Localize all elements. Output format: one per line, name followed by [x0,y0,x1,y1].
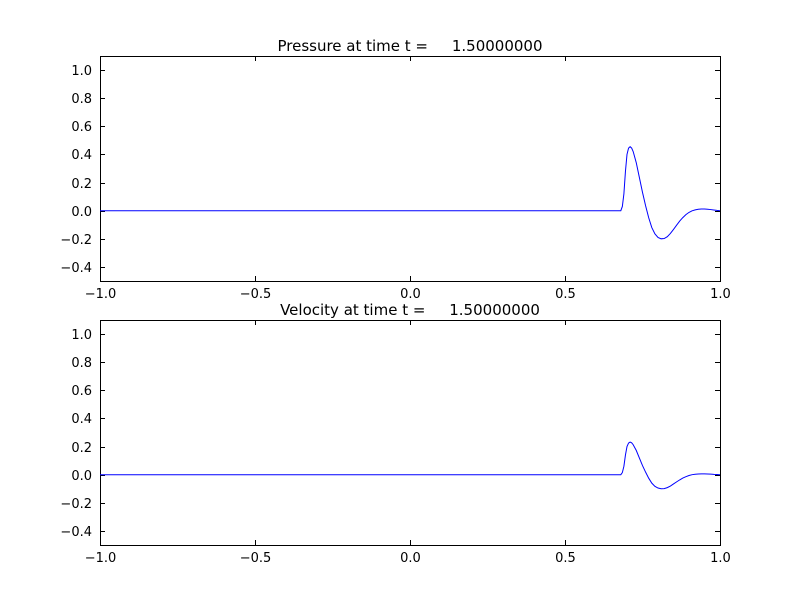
y-tick-label: 0.0 [71,205,92,220]
y-tick-label: 1.0 [71,328,92,343]
y-tick-label: 0.0 [71,469,92,484]
x-tick-label: 0.5 [555,287,576,300]
y-tick-label: 0.8 [71,356,92,371]
x-tick-label: −0.5 [240,551,272,566]
velocity-chart: −1.0 −0.5 0.0 0.5 1.0 −0.4 −0.2 0.0 0.2 0.4 0.6 0.8… [60,320,731,566]
pressure-chart: −1.0 −0.5 0.0 0.5 1.0 −0.4 −0.2 0.0 0.2 0.4 0.6 0.8… [60,56,731,300]
x-tick-label: 1.0 [710,287,731,300]
y-tick-label: 0.2 [71,177,92,192]
axes-frame [100,56,721,282]
y-tick-label: 0.4 [71,148,92,163]
pressure-line [100,146,721,240]
y-tick-label: 0.8 [71,92,92,107]
x-tick-label: −0.5 [240,287,272,300]
x-tick-label: 0.5 [555,551,576,566]
pressure-chart-title: Pressure at time t = 1.50000000 [277,37,543,55]
y-tick-label: −0.2 [60,233,92,248]
y-tick-label: 0.4 [71,412,92,427]
y-tick-label: 0.6 [71,120,92,135]
x-tick-label: 0.0 [400,287,421,300]
x-tick-label: 1.0 [710,551,731,566]
velocity-line [100,441,721,490]
y-tick-label: −0.4 [60,261,92,276]
y-tick-label: 0.6 [71,384,92,399]
y-tick-label: −0.4 [60,525,92,540]
velocity-chart-title: Velocity at time t = 1.50000000 [280,301,540,319]
x-tick-label: 0.0 [400,551,421,566]
y-tick-label: 1.0 [71,64,92,79]
y-tick-label: −0.2 [60,497,92,512]
y-tick-label: 0.2 [71,441,92,456]
axes-frame [100,320,721,546]
x-tick-label: −1.0 [85,287,117,300]
x-tick-label: −1.0 [85,551,117,566]
